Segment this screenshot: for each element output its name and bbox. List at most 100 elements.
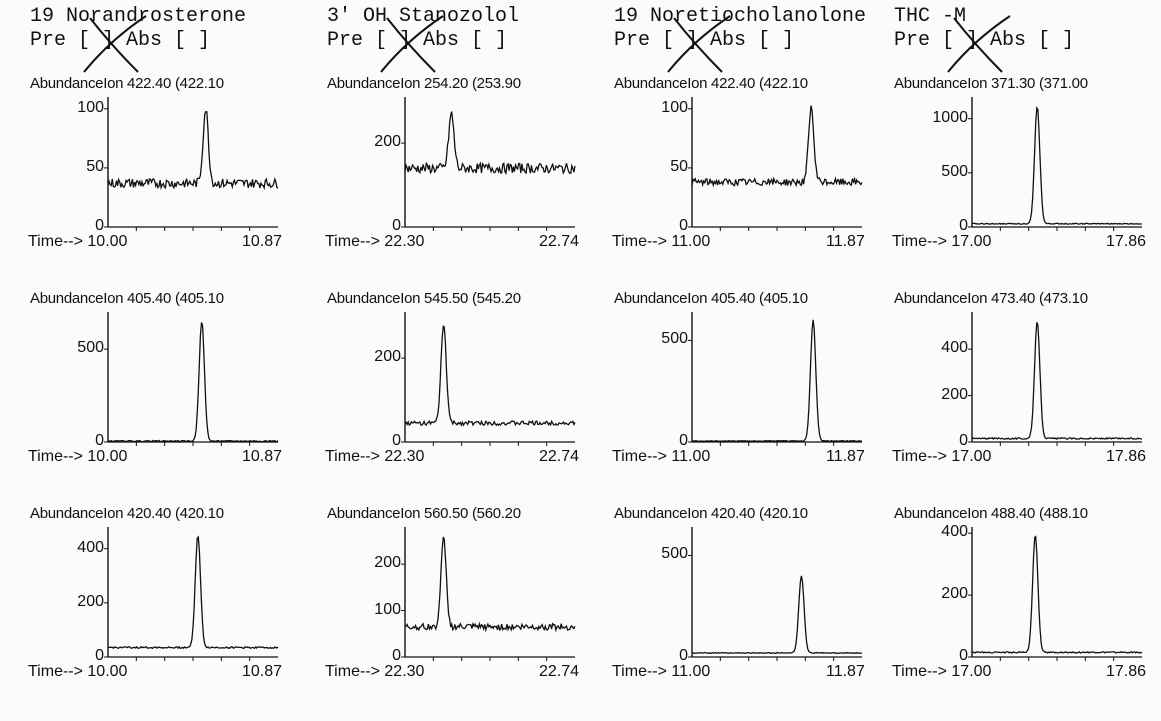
time-axis-label: Time--> 11.00 [612, 448, 711, 465]
ion-label: AbundanceIon 422.40 (422.10 [30, 75, 224, 92]
chromatogram-panel: AbundanceIon 371.30 (371.00 0 500 1000 Time-… [872, 75, 1161, 290]
ion-label: AbundanceIon 488.40 (488.10 [894, 505, 1088, 522]
time-end-label: 22.74 [539, 448, 580, 465]
y-tick-label: 0 [392, 432, 401, 449]
y-tick-label: 200 [374, 348, 401, 366]
ion-trace [972, 106, 1142, 225]
chromatogram-panel: AbundanceIon 488.40 (488.10 0 200 400 Time--… [872, 505, 1161, 720]
pre-abs-checkboxes: Pre [ ] Abs [ ] [30, 29, 211, 52]
y-tick-label: 0 [959, 647, 968, 664]
ion-label: AbundanceIon 422.40 (422.10 [614, 75, 808, 92]
ion-label: AbundanceIon 560.50 (560.20 [327, 505, 521, 522]
y-tick-label: 0 [95, 217, 104, 234]
y-tick-label: 0 [679, 217, 688, 234]
chromatogram-plot [688, 312, 863, 446]
ion-label: AbundanceIon 254.20 (253.90 [327, 75, 521, 92]
time-axis-label: Time--> 10.00 [28, 233, 128, 250]
y-tick-label: 200 [77, 592, 104, 610]
y-tick-label: 200 [941, 385, 968, 403]
y-tick-label: 200 [374, 554, 401, 572]
compound-column: THC -M Pre [ ] Abs [ ] AbundanceIon 371.30… [872, 0, 1161, 721]
chromatogram-plot [968, 527, 1143, 661]
y-tick-label: 100 [374, 600, 401, 618]
chromatogram-plot [104, 527, 279, 661]
time-end-label: 17.86 [1106, 663, 1147, 680]
y-tick-label: 200 [941, 585, 968, 603]
y-tick-label: 500 [661, 545, 688, 563]
time-axis-label: Time--> 17.00 [892, 448, 992, 465]
ion-trace [404, 325, 576, 428]
y-tick-label: 50 [86, 157, 104, 175]
pre-abs-checkboxes: Pre [ ] Abs [ ] [614, 29, 795, 52]
time-axis-label: Time--> 22.30 [325, 663, 425, 680]
y-tick-label: 100 [77, 98, 104, 116]
pre-abs-checkboxes: Pre [ ] Abs [ ] [894, 29, 1075, 52]
ion-trace [971, 322, 1143, 441]
compound-column: 19 Norandrosterone Pre [ ] Abs [ ] Abundan… [8, 0, 298, 721]
time-axis-label: Time--> 17.00 [892, 663, 992, 680]
ion-label: AbundanceIon 405.40 (405.10 [614, 290, 808, 307]
ion-label: AbundanceIon 545.50 (545.20 [327, 290, 521, 307]
time-end-label: 17.86 [1106, 233, 1147, 250]
ion-trace [107, 322, 279, 443]
time-end-label: 10.87 [242, 448, 283, 465]
y-tick-label: 1000 [932, 108, 968, 126]
time-axis-label: Time--> 22.30 [325, 448, 425, 465]
compound-title: 3' OH Stanozolol [327, 5, 520, 28]
compound-title: THC -M [894, 5, 967, 28]
y-tick-label: 400 [77, 538, 104, 556]
y-tick-label: 0 [95, 647, 104, 664]
y-tick-label: 0 [392, 217, 401, 234]
time-axis-label: Time--> 10.00 [28, 663, 128, 680]
compound-column: 19 Noretiocholanolone Pre [ ] Abs [ ] Abun… [592, 0, 882, 721]
y-tick-label: 400 [941, 523, 968, 541]
ion-label: AbundanceIon 405.40 (405.10 [30, 290, 224, 307]
y-tick-label: 0 [679, 647, 688, 664]
chromatogram-panel: AbundanceIon 422.40 (422.10 0 50 100 Time-->… [8, 75, 298, 290]
y-tick-label: 500 [941, 162, 968, 180]
ion-trace [107, 535, 279, 650]
chromatogram-panel: AbundanceIon 473.40 (473.10 0 200 400 Time--… [872, 290, 1161, 505]
chromatogram-plot [968, 97, 1142, 231]
chromatogram-panel: AbundanceIon 560.50 (560.20 0 100 200 Time--… [305, 505, 595, 720]
time-end-label: 11.87 [826, 233, 865, 250]
y-tick-label: 0 [679, 432, 688, 449]
ion-trace [404, 111, 576, 175]
y-tick-label: 500 [77, 339, 104, 357]
time-end-label: 11.87 [826, 448, 865, 465]
time-end-label: 11.87 [826, 663, 865, 680]
chromatogram-plot [104, 312, 279, 446]
chromatogram-plot [104, 97, 279, 231]
chromatogram-panel: AbundanceIon 420.40 (420.10 0 200 400 Time--… [8, 505, 298, 720]
time-axis-label: Time--> 11.00 [612, 233, 711, 250]
ion-trace [691, 575, 862, 655]
time-end-label: 22.74 [539, 663, 580, 680]
time-end-label: 17.86 [1106, 448, 1147, 465]
compound-column: 3' OH Stanozolol Pre [ ] Abs [ ] Abundance… [305, 0, 595, 721]
ion-label: AbundanceIon 473.40 (473.10 [894, 290, 1088, 307]
chromatogram-plot [401, 527, 576, 661]
chromatogram-plot [401, 312, 576, 446]
ion-label: AbundanceIon 371.30 (371.00 [894, 75, 1088, 92]
y-tick-label: 100 [661, 98, 688, 116]
y-tick-label: 400 [941, 339, 968, 357]
ion-label: AbundanceIon 420.40 (420.10 [614, 505, 808, 522]
y-tick-label: 500 [661, 330, 688, 348]
compound-title: 19 Noretiocholanolone [614, 5, 867, 28]
chromatogram-plot [688, 97, 863, 231]
y-tick-label: 200 [374, 133, 401, 151]
ion-trace [404, 536, 576, 633]
chromatogram-panel: AbundanceIon 254.20 (253.90 0 200 Time--> 2… [305, 75, 595, 290]
chromatogram-panel: AbundanceIon 405.40 (405.10 0 500 Time--> 1… [592, 290, 882, 505]
chromatogram-panel: AbundanceIon 405.40 (405.10 0 500 Time--> 1… [8, 290, 298, 505]
y-tick-label: 0 [959, 432, 968, 449]
y-tick-label: 0 [95, 432, 104, 449]
y-tick-label: 50 [670, 157, 688, 175]
time-end-label: 10.87 [242, 663, 283, 680]
chromatogram-plot [401, 97, 576, 231]
chromatogram-panel: AbundanceIon 420.40 (420.10 0 500 Time--> 1… [592, 505, 882, 720]
time-axis-label: Time--> 11.00 [612, 663, 711, 680]
ion-trace [971, 535, 1143, 654]
y-tick-label: 0 [392, 647, 401, 664]
